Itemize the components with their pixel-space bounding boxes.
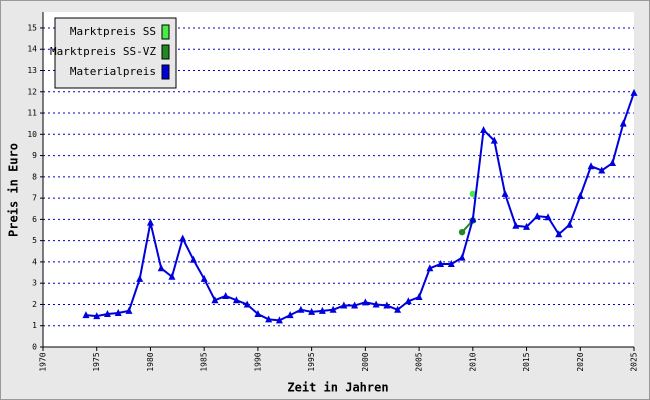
marker (576, 191, 584, 199)
legend-swatch (161, 24, 170, 40)
marker (125, 306, 133, 314)
y-axis-label: Preis in Euro (7, 143, 21, 237)
marker (598, 166, 606, 174)
y-tick-label: 6 (32, 215, 37, 224)
marker (501, 189, 509, 197)
marker (447, 260, 455, 268)
x-tick-label: 2005 (415, 352, 424, 371)
marker (458, 228, 466, 236)
legend-swatch (161, 64, 170, 80)
marker (82, 311, 90, 319)
marker (189, 255, 197, 263)
x-tick-label: 1990 (253, 352, 262, 371)
y-tick-label: 0 (32, 343, 37, 352)
marker (168, 272, 176, 280)
marker (458, 253, 466, 261)
x-tick-label: 2010 (468, 352, 477, 371)
marker (254, 310, 262, 318)
marker (394, 305, 402, 313)
y-tick-label: 9 (32, 151, 37, 160)
y-tick-label: 15 (27, 23, 37, 32)
marker (480, 126, 488, 134)
marker (544, 213, 552, 221)
marker (555, 230, 563, 238)
marker (437, 260, 445, 268)
marker (146, 218, 154, 226)
x-tick-label: 1980 (146, 352, 155, 371)
x-tick-label: 2000 (361, 352, 370, 371)
marker (179, 234, 187, 242)
marker (157, 264, 165, 272)
legend-swatch (161, 44, 170, 60)
x-tick-label: 2025 (630, 352, 639, 371)
marker (286, 311, 294, 319)
x-axis-label: Zeit in Jahren (287, 381, 388, 395)
legend-label: Materialpreis (70, 65, 156, 78)
y-tick-label: 1 (32, 321, 37, 330)
marker (490, 136, 498, 144)
marker (372, 300, 380, 308)
x-tick-label: 1975 (92, 352, 101, 371)
marker (222, 291, 230, 299)
marker (426, 264, 434, 272)
marker (340, 301, 348, 309)
marker (351, 301, 359, 309)
x-tick-label: 1995 (307, 352, 316, 371)
marker (329, 305, 337, 313)
marker (103, 310, 111, 318)
marker (415, 293, 423, 301)
y-tick-label: 13 (27, 66, 37, 75)
marker (297, 305, 305, 313)
y-tick-label: 8 (32, 172, 37, 181)
x-tick-label: 1985 (200, 352, 209, 371)
marker (361, 298, 369, 306)
y-tick-label: 12 (27, 87, 37, 96)
marker (243, 300, 251, 308)
marker (469, 190, 477, 198)
x-tick-label: 2015 (522, 352, 531, 371)
x-tick-label: 2020 (576, 352, 585, 371)
marker (136, 274, 144, 282)
legend-label: Marktpreis SS-VZ (50, 45, 156, 58)
marker (383, 301, 391, 309)
marker (93, 312, 101, 320)
legend-label: Marktpreis SS (70, 25, 156, 38)
series-line (85, 92, 635, 322)
marker (619, 119, 627, 127)
y-tick-label: 11 (27, 109, 37, 118)
marker (566, 220, 574, 228)
marker (404, 297, 412, 305)
marker (469, 215, 477, 223)
marker (523, 222, 531, 230)
marker (265, 315, 273, 323)
y-tick-label: 5 (32, 236, 37, 245)
marker (587, 162, 595, 170)
marker (533, 212, 541, 220)
marker (275, 316, 283, 324)
marker (211, 296, 219, 304)
y-tick-label: 7 (32, 194, 37, 203)
legend-box (54, 17, 177, 89)
marker (232, 296, 240, 304)
marker (318, 306, 326, 314)
marker (630, 88, 638, 96)
marker (308, 307, 316, 315)
marker (512, 221, 520, 229)
y-tick-label: 10 (27, 130, 37, 139)
y-tick-label: 4 (32, 257, 37, 266)
y-tick-label: 2 (32, 300, 37, 309)
y-tick-label: 3 (32, 279, 37, 288)
y-tick-label: 14 (27, 45, 37, 54)
marker (114, 308, 122, 316)
marker (609, 159, 617, 167)
x-tick-label: 1970 (39, 352, 48, 371)
marker (200, 274, 208, 282)
